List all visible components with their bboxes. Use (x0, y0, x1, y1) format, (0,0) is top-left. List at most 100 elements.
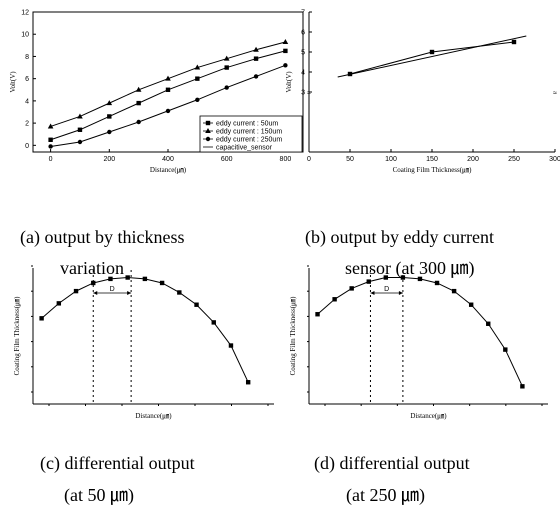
chart-a-data-point (107, 114, 112, 119)
chart-a-data-point (136, 100, 141, 106)
chart-a-data-point (135, 86, 142, 92)
chart-a-data-point (195, 97, 200, 102)
chart-b-xlabel: Coating Film Thickness(㎛) (393, 166, 472, 175)
chart-d-data-point (315, 312, 320, 317)
chart-c-data-point (73, 288, 79, 294)
chart-b-xtick-label: 0 (307, 156, 311, 163)
chart-c-series-line-0 (41, 277, 249, 383)
chart-d-data-point (332, 297, 337, 302)
chart-a-legend-label: eddy current : 250um (216, 137, 282, 144)
chart-a-ytick-label: 10 (21, 32, 29, 39)
chart-a-data-point (253, 56, 259, 61)
chart-c-arrowhead-right (127, 291, 132, 295)
chart-c-data-point (142, 276, 148, 282)
chart-a-legend-label: eddy current : 50um (216, 121, 278, 128)
chart-b-xtick-label: 150 (426, 156, 438, 163)
chart-a-data-point (253, 46, 259, 52)
chart-a-series-line-1 (50, 41, 286, 127)
chart-b-ytick-label: 6 (301, 30, 305, 37)
chart-c-xlabel: Distance(㎛) (135, 412, 172, 421)
chart-a-xlabel: Distance(㎛) (150, 166, 187, 175)
chart-a-legend-marker (205, 120, 211, 126)
chart-b-xtick-label: 300 (549, 156, 560, 163)
chart-c-data-point (177, 290, 182, 295)
chart-d-data-point (366, 279, 371, 284)
chart-a-data-point (223, 55, 230, 61)
chart-a-data-point (283, 63, 288, 68)
chart-a-ytick-label: 6 (25, 76, 29, 83)
chart-b-xtick-label: 50 (346, 156, 354, 163)
chart-c-ylabel: Coating Film Thickness(㎛) (13, 296, 22, 375)
caption-a-line1: (a) output by thickness (20, 227, 185, 247)
chart-b-xtick-label: 200 (467, 156, 479, 163)
chart-a-xtick-label: 200 (103, 156, 115, 163)
chart-c-data-point (194, 302, 199, 307)
chart-d-data-point (417, 276, 423, 282)
chart-a-data-point (77, 127, 83, 132)
chart-a-data-point (165, 108, 171, 114)
caption-b-line1: (b) output by eddy current (305, 227, 494, 247)
chart-a-ytick-label: 0 (25, 143, 29, 150)
chart-b-data-point (347, 71, 353, 77)
chart-d-data-point (383, 275, 389, 280)
chart-b-ytick-label: 5 (301, 50, 305, 57)
chart-c-data-point (91, 280, 96, 286)
chart-c-data-point (211, 320, 216, 325)
chart-a-data-point (47, 123, 54, 129)
chart-d-data-point (349, 286, 354, 291)
chart-a-data-point (195, 76, 200, 81)
chart-b-axis-break: ≈ (307, 90, 311, 97)
chart-a-legend-label: capacitive_sensor (216, 145, 273, 152)
chart-b-ylabel: Volt(V) (285, 71, 293, 93)
chart-d-xlabel: Distance(㎛) (410, 412, 447, 421)
chart-a-data-point (165, 87, 171, 92)
chart-a-data-point (282, 39, 289, 44)
caption-b-line2: sensor (at 300 ㎛) (345, 258, 475, 278)
chart-a-data-point (48, 144, 53, 149)
chart-b-ytick-label: 4 (301, 70, 305, 77)
chart-b-fit-line (337, 35, 527, 78)
chart-d-series-line-0 (317, 277, 523, 387)
chart-c-data-point (245, 380, 251, 385)
chart-a-legend-marker (205, 128, 211, 133)
chart-a-data-point (77, 139, 83, 145)
chart-d-ylabel: Coating Film Thickness(㎛) (289, 296, 298, 375)
chart-c-data-point (228, 343, 234, 348)
caption-d-line2: (at 250 ㎛) (346, 485, 425, 505)
chart-d-data-point (400, 275, 406, 280)
chart-a-xtick-label: 0 (49, 156, 53, 163)
chart-d-data-point (486, 321, 491, 326)
chart-b-ytick-label: 3 (301, 90, 305, 97)
chart-b-xtick-label: 250 (508, 156, 520, 163)
chart-a-xtick-label: 800 (280, 156, 292, 163)
chart-a-data-point (107, 129, 112, 135)
chart-b-xtick-label: 100 (385, 156, 397, 163)
chart-a-xtick-label: 600 (221, 156, 233, 163)
chart-c-data-point (39, 316, 44, 321)
chart-a-legend-label: eddy current : 150um (216, 129, 282, 136)
chart-b-ytick-label: 7 (301, 10, 305, 17)
chart-a-legend-marker (205, 136, 211, 142)
chart-c-data-point (56, 301, 62, 306)
chart-c-arrowhead-left (93, 291, 98, 295)
chart-c-data-point (159, 280, 165, 286)
chart-a-ytick-label: 8 (25, 54, 29, 61)
caption-a-line2: variation (60, 258, 124, 278)
chart-b-data-point (429, 49, 435, 55)
caption-c-line2: (at 50 ㎛) (64, 485, 134, 505)
chart-a-data-point (136, 119, 141, 125)
chart-d-arrowhead-right (398, 291, 403, 295)
chart-a-data-point (253, 74, 259, 79)
chart-a-legend (199, 115, 303, 153)
chart-a-xtick-label: 400 (162, 156, 174, 163)
chart-c-data-point (108, 276, 113, 282)
chart-b-data-point (511, 39, 517, 45)
chart-c-data-point (125, 275, 130, 280)
chart-d-data-point (468, 302, 474, 307)
chart-c-span-label: D (110, 286, 115, 293)
chart-d-arrowhead-left (370, 291, 375, 295)
chart-a-data-point (77, 113, 83, 119)
chart-d-data-point (434, 280, 440, 286)
chart-d-data-point (451, 288, 457, 294)
